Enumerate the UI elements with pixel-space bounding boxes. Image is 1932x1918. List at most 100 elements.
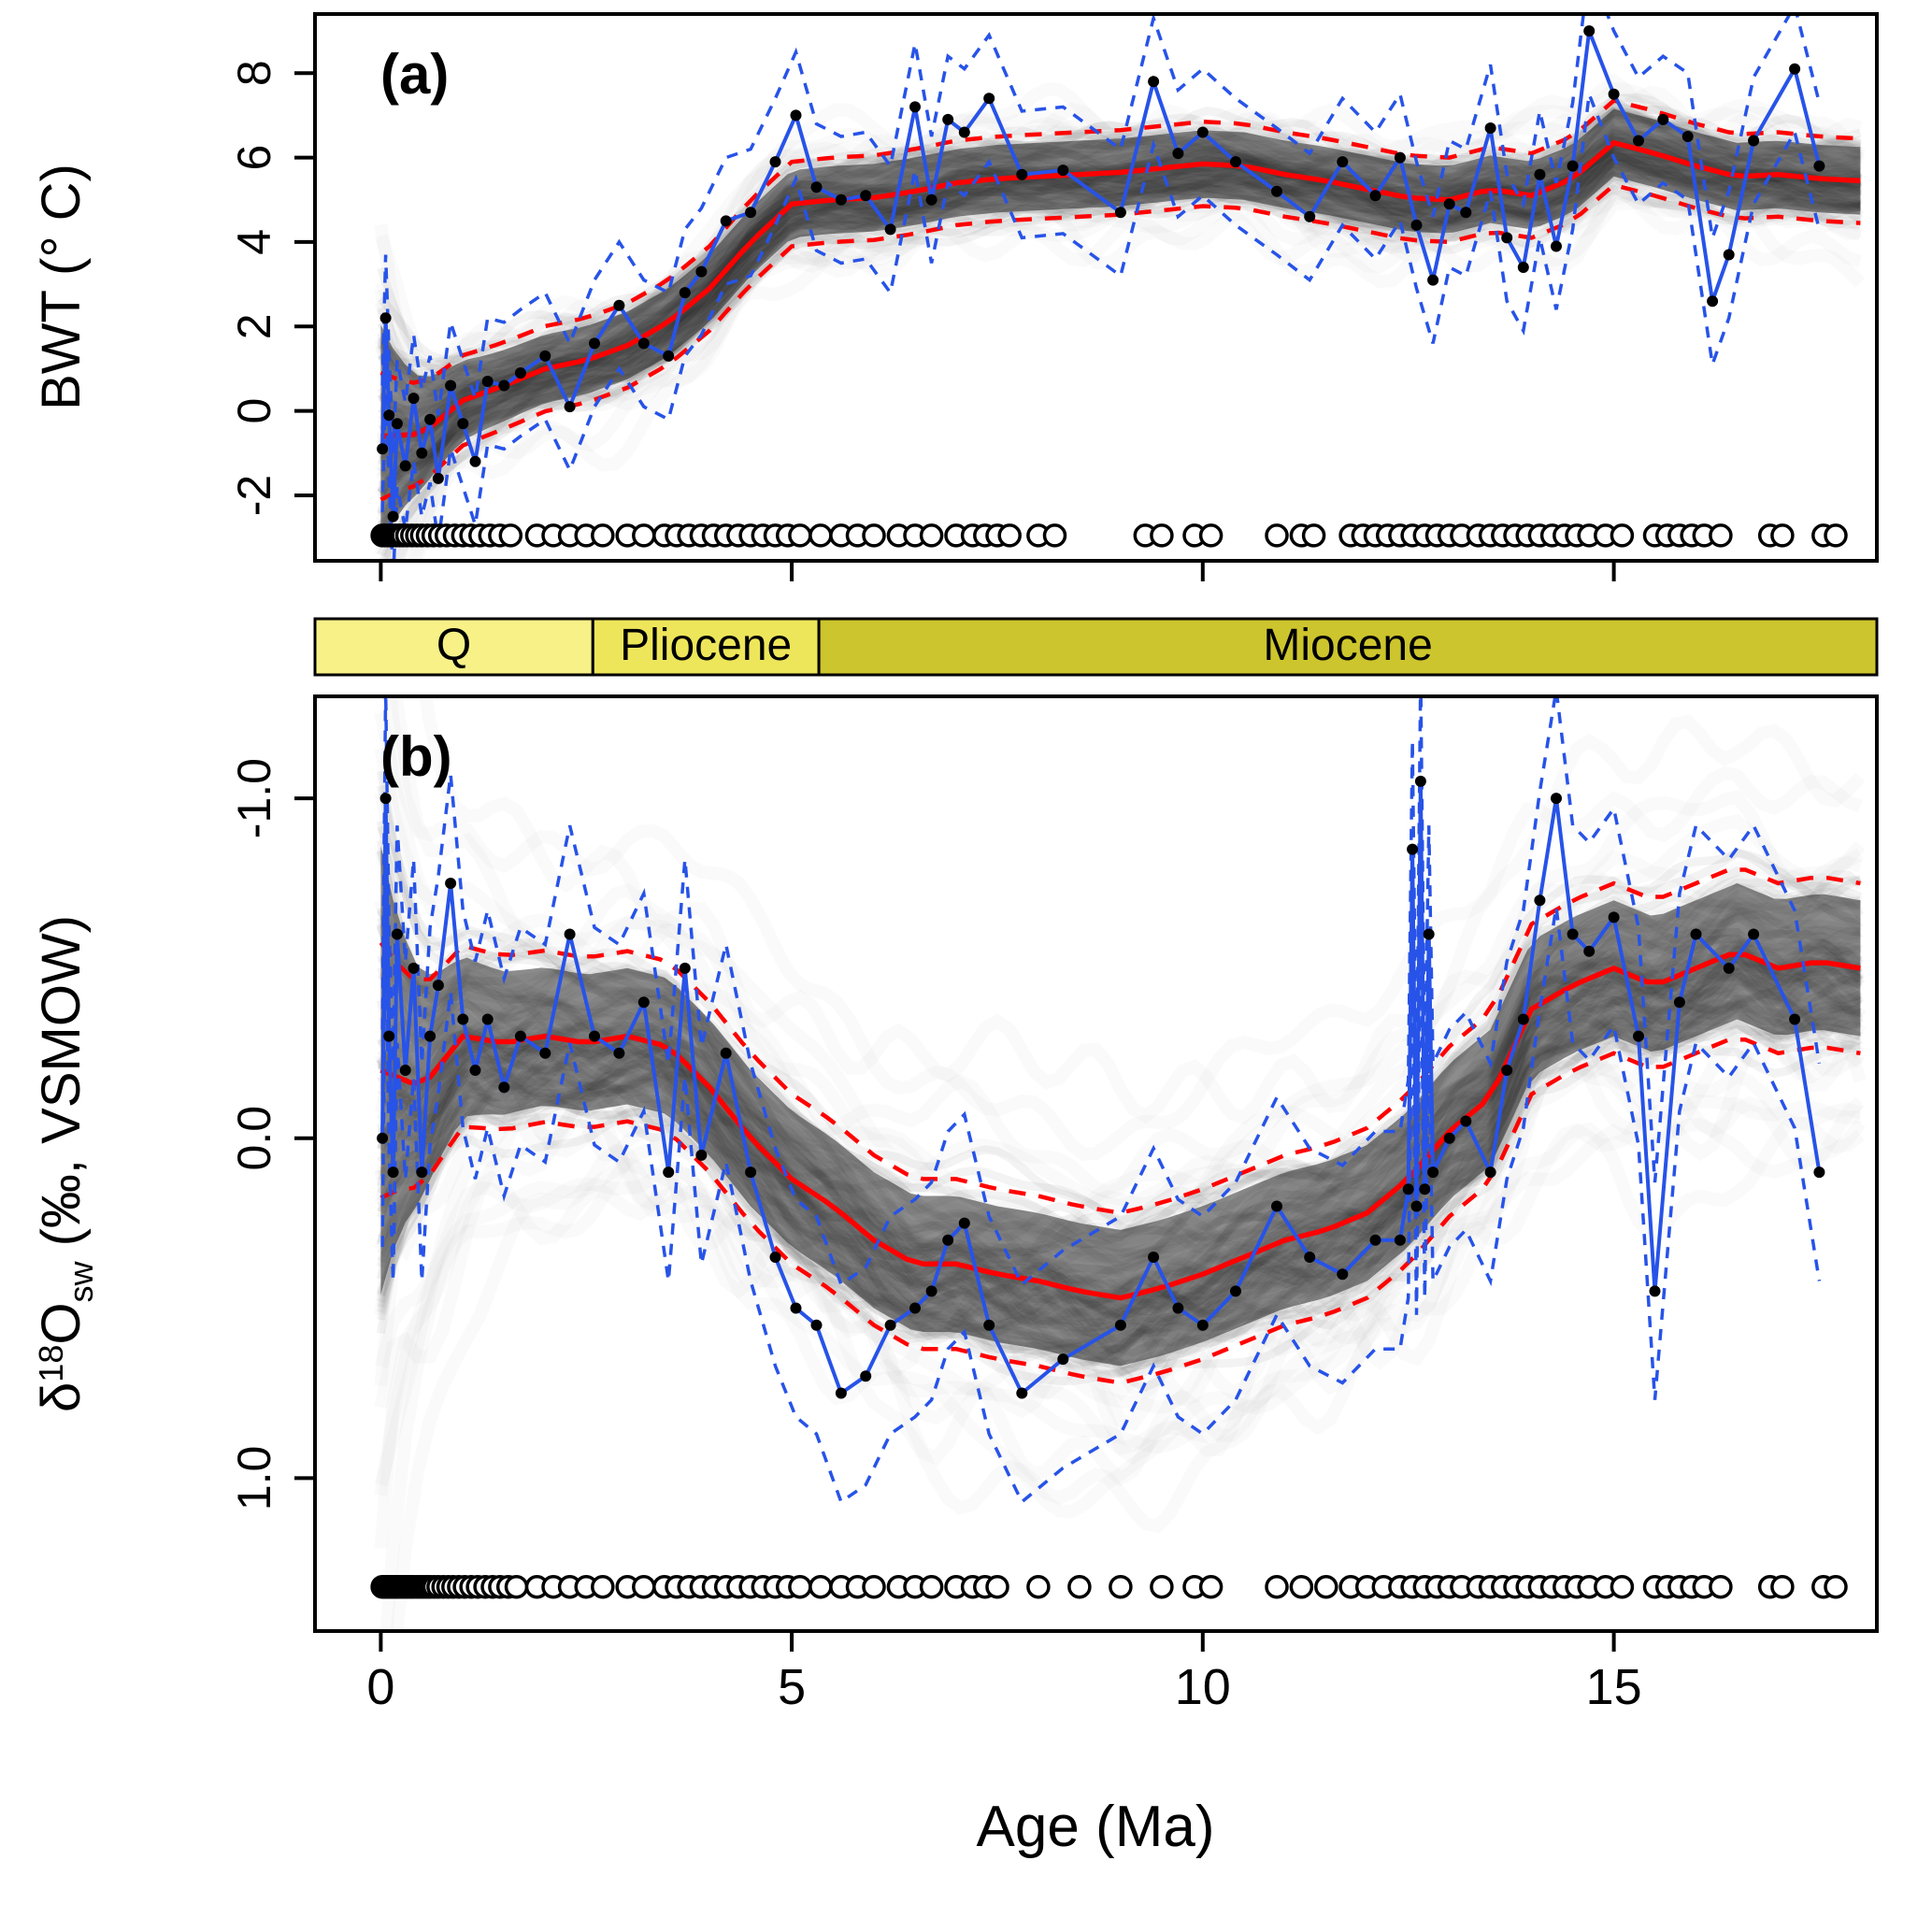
- data-point: [1517, 262, 1529, 273]
- rug-circle: [1610, 523, 1635, 548]
- era-label-pliocene: Pliocene: [620, 621, 792, 670]
- y-tick-label: 8: [228, 60, 280, 86]
- data-point: [695, 1149, 708, 1161]
- ci-lower: [379, 98, 1861, 385]
- data-point: [383, 1030, 395, 1042]
- x-axis-title: Age (Ma): [977, 1795, 1215, 1859]
- rug-circle: [1198, 1574, 1224, 1599]
- ylabel-b-O: O: [31, 1303, 92, 1345]
- data-point: [481, 1013, 494, 1025]
- data-point: [408, 393, 420, 405]
- data-point: [1196, 1319, 1209, 1331]
- data-point: [1567, 160, 1579, 172]
- y-tick-label: -2: [228, 475, 280, 516]
- x-tick-label: 0: [366, 1659, 394, 1715]
- data-point: [983, 93, 995, 105]
- data-point: [1148, 1252, 1160, 1263]
- data-point: [1427, 274, 1439, 286]
- data-point: [1407, 843, 1419, 855]
- data-point: [383, 409, 395, 422]
- data-point: [498, 379, 510, 392]
- y-tick-label: -1.0: [228, 758, 280, 838]
- rug-circle: [1770, 1574, 1795, 1599]
- data-point: [1230, 1285, 1241, 1297]
- data-point: [663, 350, 675, 362]
- rug-circle: [809, 1574, 833, 1599]
- panel-a-label: (a): [380, 43, 449, 106]
- rug-circle: [919, 523, 944, 548]
- rug-circle: [1198, 523, 1224, 548]
- data-point: [790, 109, 802, 122]
- rug-circle: [632, 1574, 656, 1599]
- data-point: [416, 447, 428, 459]
- rug-circle: [1314, 1574, 1338, 1599]
- data-point: [457, 418, 469, 430]
- proxy-line: [380, 780, 1822, 1396]
- era-segment-miocene: [817, 617, 1879, 677]
- data-point: [387, 1167, 399, 1179]
- rug-circle: [591, 1574, 615, 1599]
- data-point: [1410, 219, 1423, 231]
- data-point: [1057, 1353, 1069, 1366]
- data-point: [1501, 232, 1513, 244]
- data-point: [424, 1030, 436, 1042]
- rug-circle: [1709, 1574, 1733, 1599]
- data-point: [1501, 1065, 1513, 1076]
- data-point: [589, 1030, 600, 1042]
- data-point: [679, 962, 691, 974]
- data-point: [481, 376, 494, 387]
- y-tick-label: 0: [228, 398, 280, 424]
- era-label-miocene: Miocene: [1263, 621, 1432, 670]
- rug-circle: [1301, 523, 1326, 548]
- data-point: [745, 1167, 757, 1179]
- ylabel-b-superscript: 18: [32, 1345, 70, 1382]
- rug-circle: [1824, 523, 1848, 548]
- data-point: [1148, 76, 1160, 88]
- data-point: [1723, 962, 1735, 974]
- data-point: [1748, 928, 1760, 940]
- data-point: [416, 1167, 428, 1179]
- data-point: [445, 878, 457, 889]
- data-point: [1551, 793, 1562, 805]
- data-point: [1789, 1013, 1801, 1025]
- rug-circle: [1150, 523, 1174, 548]
- data-point: [1813, 160, 1825, 172]
- cloud-stroke: [380, 192, 1860, 667]
- data-point: [810, 1319, 823, 1331]
- data-point: [769, 156, 781, 168]
- data-point: [1707, 295, 1719, 308]
- rug-circle: [591, 523, 615, 548]
- data-point: [613, 299, 625, 311]
- data-point: [1748, 135, 1760, 147]
- data-point: [835, 1387, 847, 1399]
- data-point: [445, 379, 457, 392]
- data-point: [379, 312, 392, 324]
- plot-box: [313, 12, 1879, 563]
- data-point: [720, 1047, 732, 1059]
- timescale-bar: Q Pliocene Miocene: [313, 617, 1879, 677]
- data-point: [1304, 1252, 1316, 1263]
- data-point: [1443, 1132, 1455, 1144]
- panel-a: -2 0 2 4 6 8: [228, 12, 1879, 667]
- data-point: [942, 1234, 954, 1246]
- data-point: [1517, 1013, 1529, 1025]
- y-axis-title-b: δ18Osw (‰, VSMOW): [31, 915, 100, 1412]
- panel-b: 0 5 10 15 -1.0 0.0 1.0: [228, 694, 1879, 1715]
- data-point: [1583, 945, 1596, 957]
- data-point: [1673, 996, 1685, 1009]
- data-point: [469, 455, 481, 467]
- ylabel-b-delta: δ: [31, 1382, 92, 1412]
- data-point: [1534, 168, 1546, 180]
- cloud-stroke: [377, 101, 1862, 364]
- plot-area: [370, 14, 1863, 667]
- data-point: [1789, 63, 1801, 75]
- data-point: [1723, 249, 1735, 261]
- y-tick-label: 4: [228, 229, 280, 255]
- data-point: [391, 928, 403, 940]
- data-point: [391, 418, 403, 430]
- data-point: [589, 337, 600, 350]
- data-point: [983, 1319, 995, 1331]
- proxy-ci-lower: [380, 14, 1822, 453]
- data-point: [1567, 928, 1579, 940]
- data-point: [377, 443, 389, 455]
